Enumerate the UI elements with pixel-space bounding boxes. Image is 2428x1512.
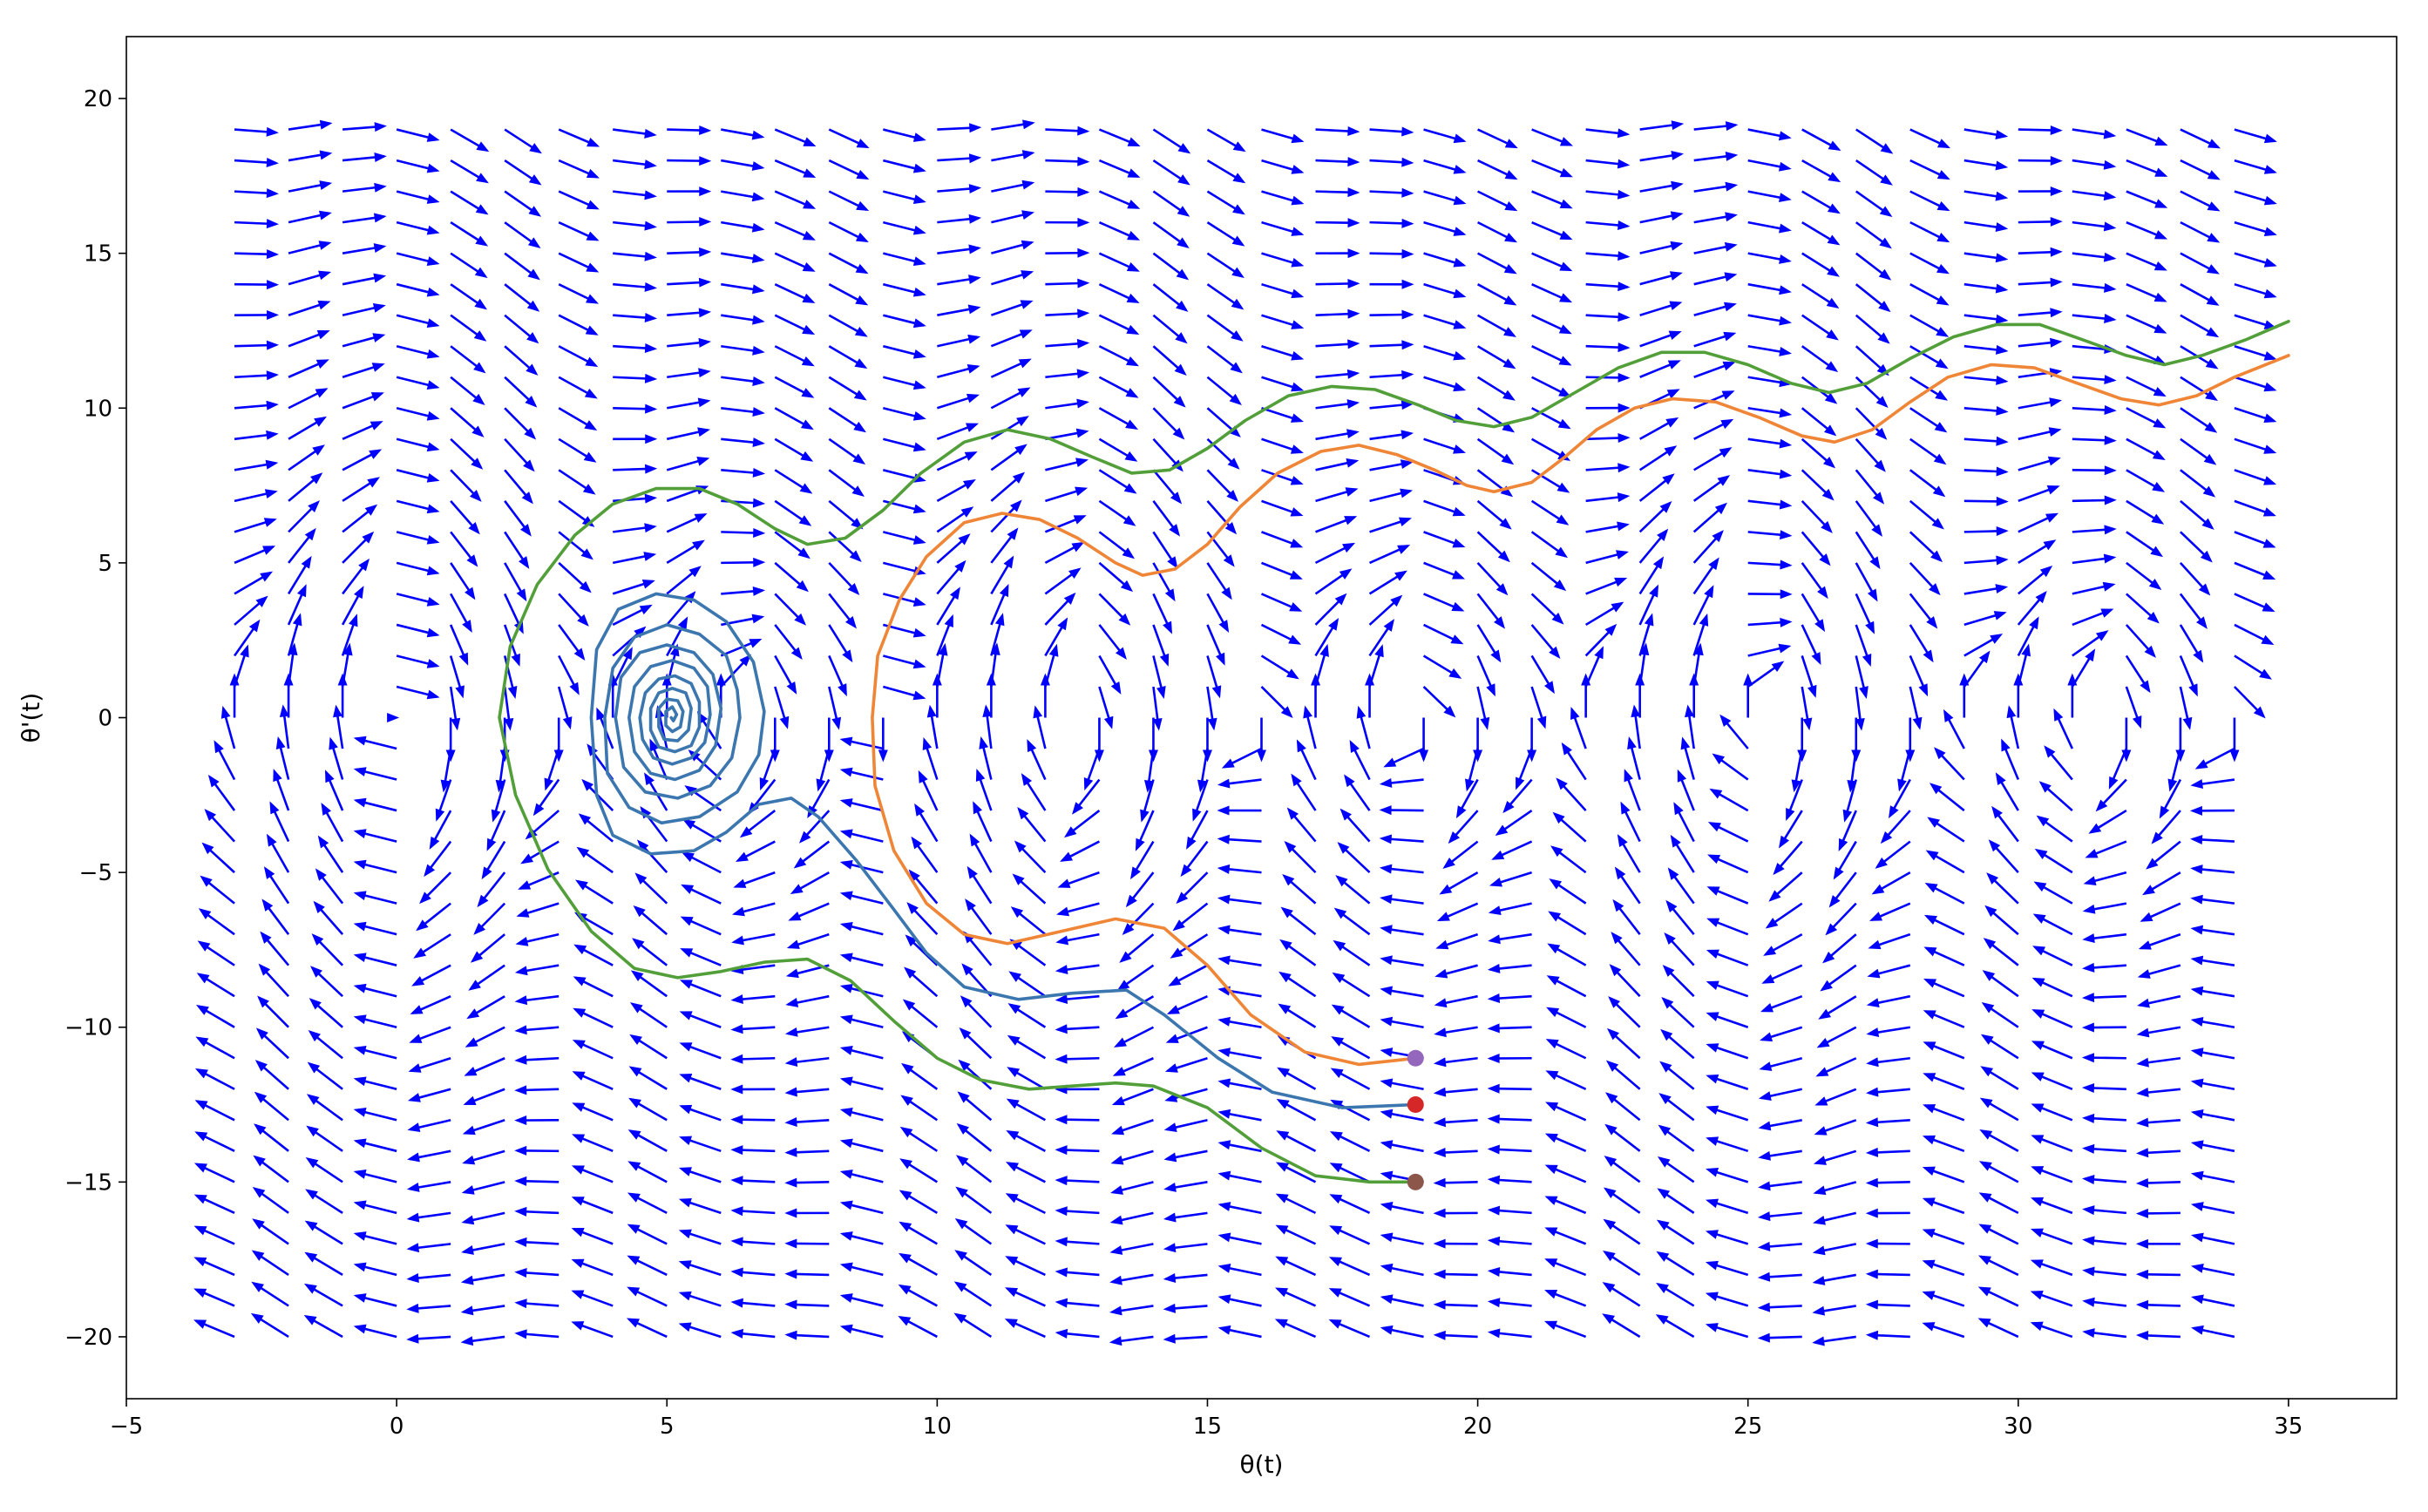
- y-axis-ticks: −20 −15 −10 −5 0 5 10 15 20: [64, 86, 126, 1351]
- x-tick-label: 0: [390, 1414, 404, 1440]
- y-tick: 0: [98, 706, 126, 732]
- x-tick-label: 10: [923, 1414, 952, 1440]
- x-tick: 5: [660, 1399, 675, 1440]
- x-tick-label: 5: [660, 1414, 675, 1440]
- y-tick-label: −15: [64, 1170, 112, 1196]
- y-tick: −15: [64, 1170, 126, 1196]
- y-tick-label: 0: [98, 706, 112, 732]
- y-tick-label: 5: [98, 551, 112, 577]
- x-tick: 15: [1193, 1399, 1222, 1440]
- y-tick-label: 10: [84, 396, 112, 422]
- start-point-marker-3: [1407, 1174, 1424, 1190]
- start-point-marker-1: [1407, 1050, 1424, 1067]
- x-axis-label: θ(t): [1240, 1450, 1284, 1479]
- x-tick: 0: [390, 1399, 404, 1440]
- x-tick-label: 30: [2004, 1414, 2032, 1440]
- y-tick-label: −10: [64, 1015, 112, 1041]
- y-tick: −5: [79, 860, 126, 886]
- y-tick: −20: [64, 1325, 126, 1351]
- x-tick: −5: [110, 1399, 143, 1440]
- y-tick: −10: [64, 1015, 126, 1041]
- y-axis-label: θ'(t): [17, 693, 45, 743]
- x-axis-ticks: −5 0 5 10 15 20 25 30 35: [110, 1399, 2303, 1440]
- x-tick: 35: [2274, 1399, 2303, 1440]
- x-tick: 20: [1463, 1399, 1492, 1440]
- y-tick: 20: [84, 86, 126, 112]
- start-point-marker-2: [1407, 1096, 1424, 1113]
- x-tick-label: 20: [1463, 1414, 1492, 1440]
- y-tick-label: −20: [64, 1325, 112, 1351]
- y-tick-label: 20: [84, 86, 112, 112]
- x-tick: 10: [923, 1399, 952, 1440]
- x-tick: 30: [2004, 1399, 2032, 1440]
- x-tick: 25: [1733, 1399, 1762, 1440]
- y-tick: 5: [98, 551, 126, 577]
- x-tick-label: −5: [110, 1414, 143, 1440]
- x-tick-label: 25: [1733, 1414, 1762, 1440]
- x-tick-label: 35: [2274, 1414, 2303, 1440]
- y-tick: 15: [84, 241, 126, 268]
- x-tick-label: 15: [1193, 1414, 1222, 1440]
- y-tick-label: 15: [84, 241, 112, 268]
- y-tick: 10: [84, 396, 126, 422]
- y-tick-label: −5: [79, 860, 112, 886]
